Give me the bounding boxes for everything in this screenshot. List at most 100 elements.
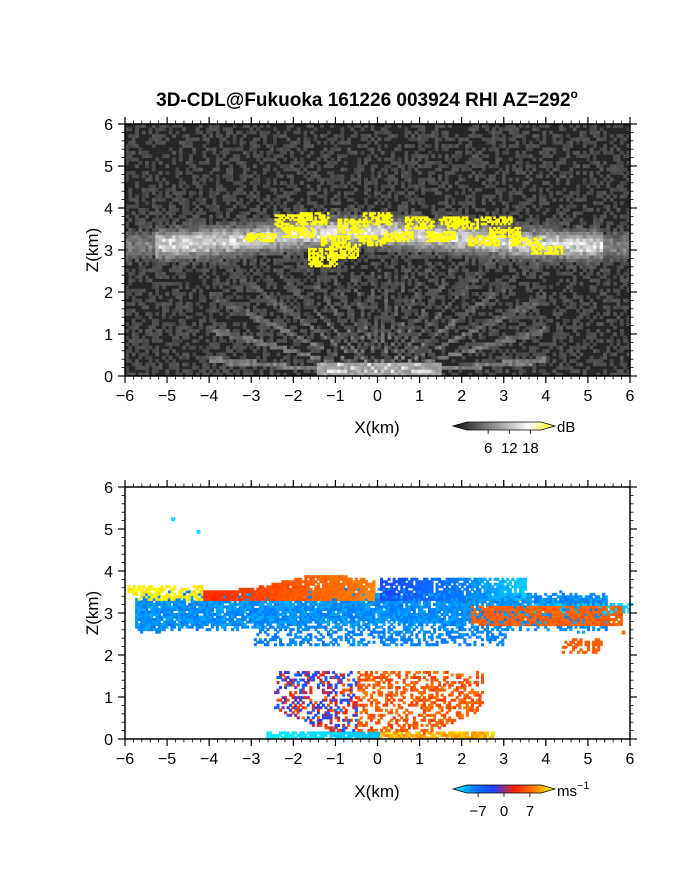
- backscatter-cell: [475, 362, 479, 367]
- backscatter-cell: [417, 325, 422, 330]
- backscatter-cell: [226, 261, 230, 266]
- backscatter-cell: [330, 342, 335, 347]
- backscatter-cell: [404, 171, 409, 175]
- backscatter-cell: [178, 295, 183, 300]
- backscatter-cell: [222, 261, 227, 266]
- backscatter-cell: [215, 244, 220, 249]
- backscatter-cell: [289, 177, 294, 182]
- backscatter-cell: [175, 191, 180, 195]
- backscatter-cell: [407, 288, 412, 293]
- backscatter-cell: [273, 322, 277, 326]
- backscatter-cell: [428, 164, 432, 169]
- backscatter-cell: [454, 312, 459, 316]
- backscatter-cell: [236, 271, 240, 276]
- backscatter-cell: [168, 332, 173, 337]
- backscatter-cell: [242, 174, 247, 179]
- backscatter-cell: [172, 157, 176, 162]
- backscatter-cell: [212, 147, 217, 152]
- backscatter-cell: [131, 238, 136, 242]
- backscatter-cell: [242, 231, 247, 236]
- backscatter-cell: [209, 305, 213, 310]
- backscatter-cell: [394, 160, 399, 165]
- backscatter-cell: [135, 315, 139, 320]
- backscatter-cell: [300, 181, 304, 185]
- backscatter-cell: [313, 127, 318, 132]
- backscatter-cell: [226, 177, 230, 182]
- backscatter-cell: [367, 231, 372, 236]
- backscatter-cell: [286, 127, 291, 132]
- backscatter-cell: [384, 248, 388, 253]
- backscatter-cell: [360, 281, 365, 286]
- backscatter-cell: [377, 191, 382, 195]
- backscatter-cell: [175, 228, 180, 232]
- backscatter-cell: [141, 208, 146, 212]
- backscatter-cell: [209, 127, 213, 132]
- backscatter-cell: [296, 221, 301, 226]
- backscatter-cell: [448, 228, 452, 232]
- backscatter-cell: [471, 328, 476, 333]
- backscatter-cell: [296, 130, 301, 135]
- backscatter-cell: [293, 359, 298, 363]
- backscatter-cell: [209, 342, 213, 347]
- backscatter-cell: [407, 302, 412, 306]
- backscatter-cell: [263, 318, 267, 323]
- backscatter-cell: [168, 251, 173, 256]
- backscatter-cell: [246, 194, 250, 199]
- backscatter-cell: [364, 342, 368, 347]
- backscatter-cell: [491, 234, 496, 239]
- backscatter-cell: [330, 171, 335, 175]
- backscatter-cell: [151, 265, 156, 269]
- backscatter-cell: [155, 352, 160, 357]
- backscatter-cell: [178, 201, 183, 206]
- backscatter-cell: [343, 265, 348, 269]
- backscatter-cell: [263, 325, 267, 330]
- backscatter-cell: [374, 154, 378, 158]
- backscatter-cell: [205, 157, 210, 162]
- backscatter-cell: [505, 295, 510, 300]
- backscatter-cell: [229, 177, 234, 182]
- backscatter-cell: [508, 288, 513, 293]
- backscatter-cell: [320, 177, 325, 182]
- backscatter-cell: [498, 127, 503, 132]
- backscatter-cell: [438, 345, 442, 350]
- backscatter-cell: [485, 342, 489, 347]
- backscatter-cell: [175, 281, 180, 286]
- backscatter-cell: [397, 369, 402, 374]
- backscatter-cell: [414, 339, 419, 343]
- backscatter-cell: [316, 281, 321, 286]
- backscatter-cell: [428, 255, 432, 259]
- backscatter-cell: [289, 241, 294, 246]
- backscatter-cell: [296, 211, 301, 216]
- backscatter-cell: [327, 332, 331, 337]
- backscatter-cell: [347, 312, 351, 316]
- backscatter-cell: [424, 241, 429, 246]
- backscatter-cell: [481, 345, 486, 350]
- backscatter-cell: [374, 372, 378, 377]
- backscatter-cell: [478, 244, 483, 249]
- backscatter-cell: [394, 228, 399, 232]
- backscatter-cell: [384, 208, 388, 212]
- backscatter-cell: [458, 150, 463, 155]
- backscatter-cell: [202, 295, 207, 300]
- backscatter-cell: [468, 352, 473, 357]
- backscatter-cell: [252, 228, 257, 232]
- backscatter-cell: [481, 201, 486, 206]
- backscatter-cell: [387, 228, 392, 232]
- backscatter-cell: [276, 268, 281, 273]
- backscatter-cell: [151, 124, 156, 128]
- backscatter-cell: [461, 345, 466, 350]
- backscatter-cell: [279, 295, 284, 300]
- backscatter-cell: [481, 292, 486, 296]
- backscatter-cell: [178, 332, 183, 337]
- backscatter-cell: [188, 295, 193, 300]
- backscatter-cell: [390, 221, 395, 226]
- backscatter-cell: [316, 369, 321, 374]
- backscatter-cell: [347, 325, 351, 330]
- backscatter-cell: [303, 265, 308, 269]
- backscatter-cell: [212, 244, 217, 249]
- backscatter-cell: [219, 365, 224, 370]
- backscatter-cell: [320, 278, 325, 283]
- backscatter-cell: [162, 134, 166, 138]
- backscatter-cell: [162, 234, 166, 239]
- backscatter-cell: [488, 130, 493, 135]
